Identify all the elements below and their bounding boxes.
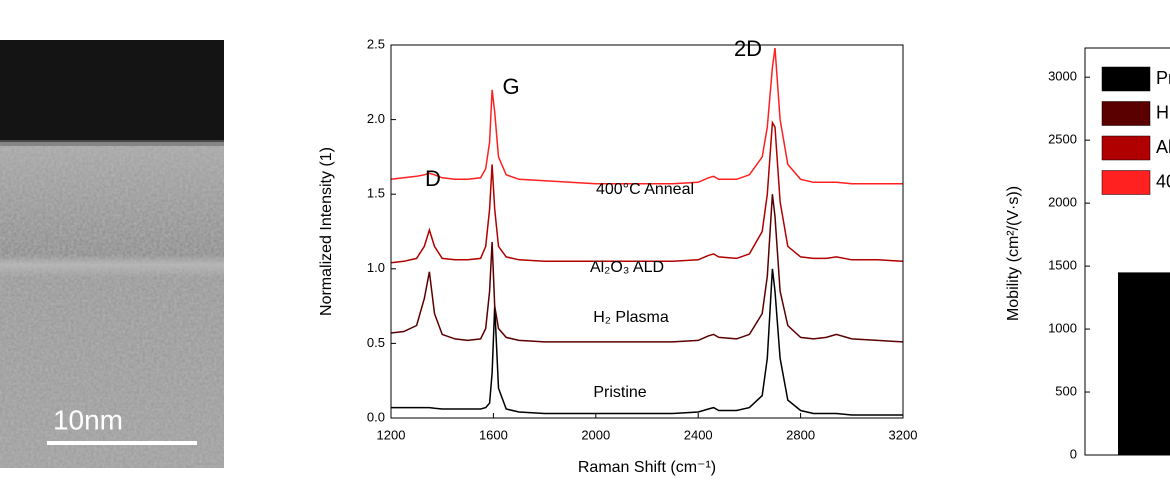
plot-frame (390, 44, 904, 419)
series-label: Al₂O₃ ALD (590, 259, 664, 276)
x-tick-label: 2800 (786, 427, 815, 442)
x-axis-label: Raman Shift (cm⁻¹) (578, 459, 716, 476)
legend-label: Al₂O₃ ALD (1156, 137, 1170, 157)
series-label: 400°C Anneal (596, 181, 694, 198)
legend-swatch (1101, 101, 1151, 126)
series-label: H₂ Plasma (593, 309, 669, 326)
y-tick-label: 2.5 (367, 36, 385, 51)
peak-label: G (502, 74, 519, 99)
x-tick-label: 3200 (889, 427, 918, 442)
peak-label: D (425, 166, 441, 191)
scale-bar-label: 10nm (53, 404, 123, 435)
legend-label: Pristine (1156, 68, 1170, 88)
y-axis-label: Normalized Intensity (1) (318, 147, 335, 316)
legend-swatch (1101, 170, 1151, 195)
y-tick-label: 2000 (1048, 195, 1077, 210)
y-tick-label: 0 (1070, 446, 1077, 461)
plot-frame (1084, 47, 1170, 456)
bar (1118, 272, 1170, 455)
x-tick-label: 2400 (684, 427, 713, 442)
x-tick-label: 2000 (581, 427, 610, 442)
spectrum-line (391, 268, 903, 416)
y-tick-label: 0.0 (367, 409, 385, 424)
x-tick-label: 1600 (479, 427, 508, 442)
y-tick-label: 2.0 (367, 111, 385, 126)
spectrum-line (390, 120, 904, 264)
spectrum-line (390, 194, 904, 343)
x-tick-label: 1200 (377, 427, 406, 442)
legend-label: H₂ Plasma (1156, 102, 1170, 122)
y-tick-label: 2500 (1048, 132, 1077, 147)
y-tick-label: 1.5 (367, 186, 385, 201)
legend-swatch (1101, 66, 1151, 92)
y-tick-label: 0.5 (367, 335, 385, 350)
y-tick-label: 1000 (1048, 321, 1077, 336)
tem-image: 10nm (0, 40, 224, 468)
y-axis-label: Mobility (cm²/(V·s)) (1005, 186, 1022, 321)
legend-label: 400°C Anneal (1156, 171, 1170, 191)
y-tick-label: 1500 (1048, 258, 1077, 273)
spectrum-line (390, 47, 903, 185)
y-tick-label: 500 (1055, 383, 1077, 398)
peak-label: 2D (734, 36, 762, 61)
series-label: Pristine (593, 384, 646, 401)
legend-swatch (1101, 135, 1151, 161)
y-tick-label: 1.0 (367, 260, 385, 275)
y-tick-label: 3000 (1048, 69, 1077, 84)
